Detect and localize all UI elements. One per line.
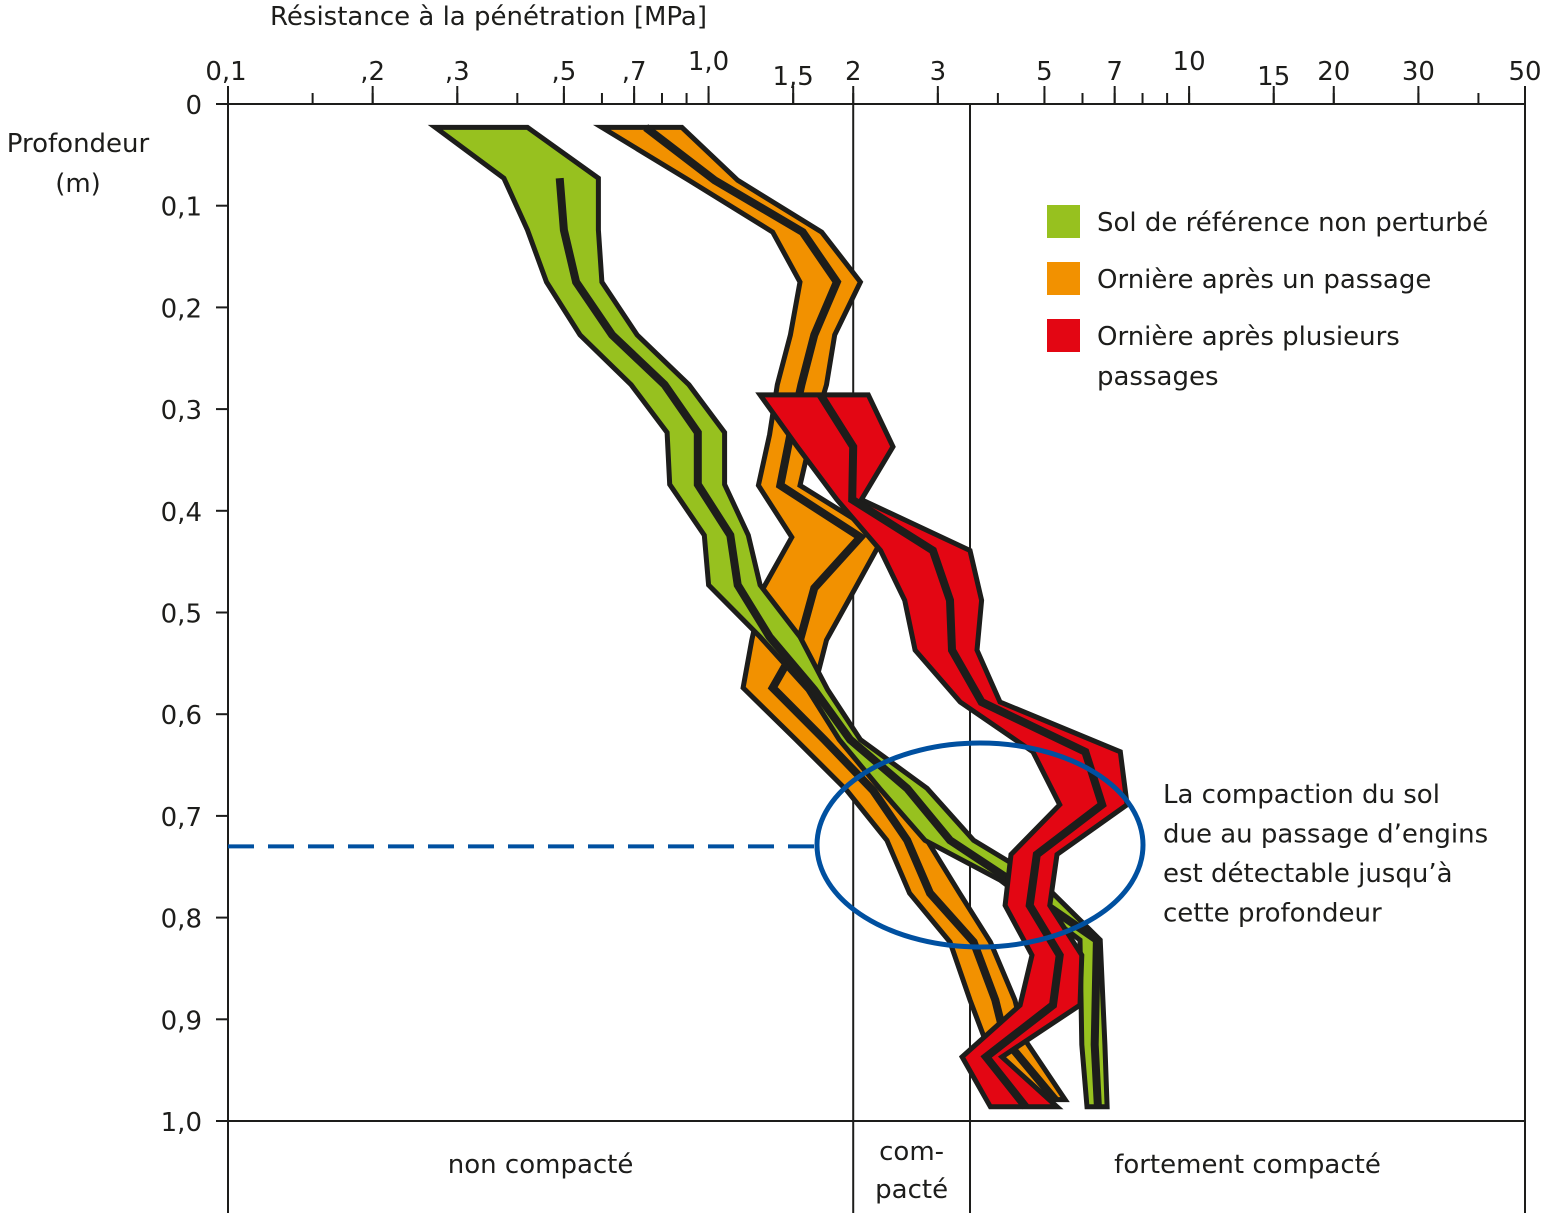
- y-tick-label: 0,2: [161, 294, 202, 324]
- x-tick-label: 1,5: [772, 62, 813, 92]
- x-tick-label: ,3: [445, 57, 470, 87]
- y-tick-label: 1,0: [161, 1108, 202, 1138]
- series-band: [755, 392, 1130, 1110]
- series-2: [755, 392, 1130, 1110]
- legend-swatch: [1047, 205, 1080, 238]
- y-tick-label: 0,3: [161, 396, 202, 426]
- legend-label: Ornière après plusieurs: [1097, 322, 1400, 352]
- y-tick-label: 0,1: [161, 193, 202, 223]
- y-tick-label: 0,4: [161, 498, 202, 528]
- y-tick-label: 0,7: [161, 803, 202, 833]
- x-tick-label: 1,0: [688, 47, 729, 77]
- zone-label: com-: [879, 1137, 944, 1167]
- x-tick-label: ,2: [360, 57, 385, 87]
- annotation-text: est détectable jusqu’à: [1163, 859, 1453, 889]
- y-axis-unit: (m): [55, 169, 101, 199]
- y-tick-label: 0: [185, 91, 202, 121]
- series-1: [427, 124, 1110, 1110]
- series-band: [427, 124, 1110, 1110]
- y-tick-label: 0,9: [161, 1006, 202, 1036]
- x-tick-label: ,5: [551, 57, 576, 87]
- zone-label: pacté: [875, 1175, 948, 1205]
- x-axis-title: Résistance à la pénétration [MPa]: [270, 2, 707, 32]
- x-tick-label: 50: [1508, 57, 1541, 87]
- y-tick-label: 0,8: [161, 905, 202, 935]
- x-tick-label: ,7: [622, 57, 647, 87]
- x-tick-label: 3: [930, 57, 947, 87]
- x-tick-label: 0,1: [205, 57, 246, 87]
- y-tick-label: 0,5: [161, 600, 202, 630]
- x-tick-label: 20: [1317, 57, 1350, 87]
- y-axis-title: Profondeur: [7, 129, 150, 159]
- x-tick-label: 15: [1257, 62, 1290, 92]
- x-tick-label: 2: [845, 57, 862, 87]
- legend-label: Ornière après un passage: [1097, 265, 1431, 295]
- legend-swatch: [1047, 319, 1080, 352]
- series-median-line: [817, 392, 1107, 1110]
- annotation-text: due au passage d’engins: [1163, 820, 1488, 850]
- legend-label: Sol de référence non perturbé: [1097, 208, 1488, 238]
- zone-label: non compacté: [448, 1150, 634, 1180]
- series-median-line: [643, 124, 1059, 1103]
- annotation-text: La compaction du sol: [1163, 780, 1440, 810]
- legend-label: passages: [1097, 362, 1219, 392]
- x-tick-label: 5: [1036, 57, 1053, 87]
- x-tick-label: 30: [1402, 57, 1435, 87]
- x-tick-label: 7: [1106, 57, 1123, 87]
- compaction-ellipse: [814, 740, 1146, 950]
- y-tick-label: 0,6: [161, 701, 202, 731]
- zone-label: fortement compacté: [1114, 1150, 1381, 1180]
- annotation-text: cette profondeur: [1163, 899, 1382, 929]
- x-tick-label: 10: [1173, 47, 1206, 77]
- series-0: [592, 124, 1070, 1103]
- legend-swatch: [1047, 262, 1080, 295]
